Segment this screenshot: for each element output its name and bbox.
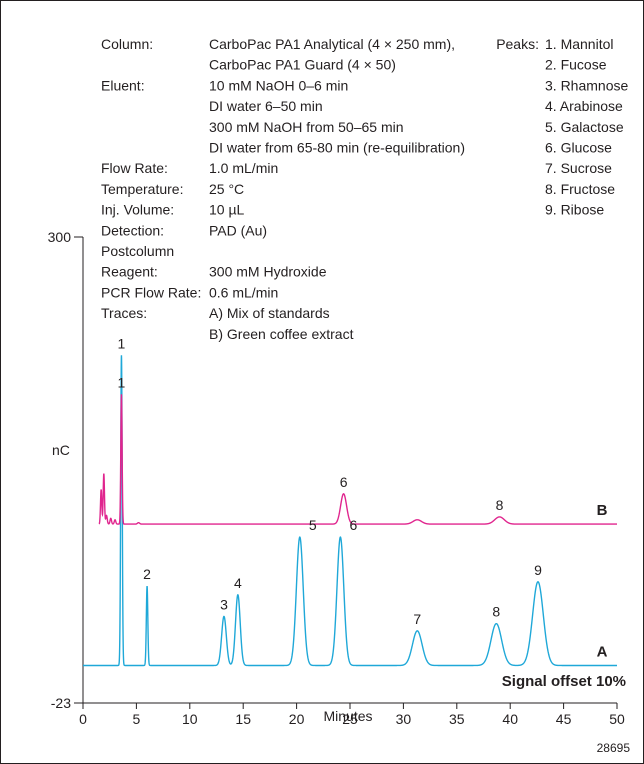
signal-offset-annotation: Signal offset 10%: [502, 673, 626, 690]
peak-label-5: 5: [309, 517, 317, 533]
x-tick-label: 0: [79, 711, 87, 727]
peak-entry: 2. Fucose: [545, 57, 607, 73]
trace-b-label: B: [597, 502, 608, 519]
condition-key: Temperature:: [101, 181, 183, 197]
condition-key: Traces:: [101, 305, 147, 321]
x-tick-label: 30: [396, 711, 412, 727]
peak-label-2: 2: [143, 566, 151, 582]
peak-entry: 3. Rhamnose: [545, 77, 628, 93]
figure-id: 28695: [597, 741, 631, 755]
x-tick-label: 40: [502, 711, 518, 727]
y-tick-label: -23: [51, 695, 71, 711]
trace-a-line: [83, 355, 617, 667]
y-tick-label: 300: [48, 229, 72, 245]
condition-value: 10 µL: [209, 202, 245, 218]
axes: 300-230 5 10 15 20 25 30 35 40 45 50: [48, 229, 625, 727]
peak-label-1: 1: [118, 374, 126, 390]
peaks-legend: Peaks: 1. Mannitol 2. Fucose 3. Rhamnose 4. …: [496, 36, 628, 218]
peak-label-8: 8: [496, 497, 504, 513]
peak-label-8: 8: [492, 604, 500, 620]
peak-entry: 6. Glucose: [545, 140, 612, 156]
peak-label-6: 6: [349, 517, 357, 533]
x-tick-label: 35: [449, 711, 465, 727]
condition-value: PAD (Au): [209, 222, 267, 238]
condition-key: Postcolumn: [101, 243, 174, 259]
trace-a-label: A: [597, 643, 608, 660]
peak-entry: 8. Fructose: [545, 181, 615, 197]
condition-value: CarboPac PA1 Analytical (4 × 250 mm),: [209, 36, 455, 52]
condition-value: 300 mM Hydroxide: [209, 264, 327, 280]
peak-entry: 1. Mannitol: [545, 36, 613, 52]
peak-entry: 7. Sucrose: [545, 160, 612, 176]
condition-key: Reagent:: [101, 264, 158, 280]
x-tick-label: 5: [133, 711, 141, 727]
condition-value: 25 °C: [209, 181, 244, 197]
condition-value: 1.0 mL/min: [209, 160, 278, 176]
peak-labels: A 1 2 34 5 6 7 8 9 B 1 6 8: [118, 335, 608, 660]
peak-label-9: 9: [534, 562, 542, 578]
peak-label-4: 4: [234, 575, 242, 591]
x-axis-label: Minutes: [323, 708, 372, 724]
condition-key: PCR Flow Rate:: [101, 284, 201, 300]
x-tick-label: 10: [182, 711, 198, 727]
condition-value: DI water 6–50 min: [209, 98, 323, 114]
traces: [83, 355, 617, 667]
peak-label-6: 6: [340, 474, 348, 490]
condition-value: 300 mM NaOH from 50–65 min: [209, 119, 404, 135]
conditions-table: Column: CarboPac PA1 Analytical (4 × 250 …: [101, 36, 465, 342]
condition-key: Detection:: [101, 222, 164, 238]
peak-label-3: 3: [220, 596, 228, 612]
condition-key: Eluent:: [101, 77, 145, 93]
x-tick-label: 25: [342, 711, 358, 727]
condition-key: Column:: [101, 36, 153, 52]
y-axis-label: nC: [52, 442, 70, 458]
condition-key: Flow Rate:: [101, 160, 168, 176]
condition-value: 10 mM NaOH 0–6 min: [209, 77, 348, 93]
condition-value: A) Mix of standards: [209, 305, 330, 321]
peak-entry: 4. Arabinose: [545, 98, 623, 114]
condition-value: 0.6 mL/min: [209, 284, 278, 300]
peak-entry: 9. Ribose: [545, 202, 604, 218]
x-tick-label: 50: [609, 711, 625, 727]
peaks-title: Peaks:: [496, 36, 539, 52]
x-tick-label: 15: [235, 711, 251, 727]
trace-b-line: [98, 394, 617, 525]
condition-value: CarboPac PA1 Guard (4 × 50): [209, 57, 396, 73]
condition-key: Inj. Volume:: [101, 202, 174, 218]
peak-entry: 5. Galactose: [545, 119, 624, 135]
condition-value: B) Green coffee extract: [209, 326, 354, 342]
peak-label-7: 7: [413, 611, 421, 627]
condition-value: DI water from 65-80 min (re-equilibratio…: [209, 140, 465, 156]
x-tick-label: 45: [556, 711, 572, 727]
x-tick-label: 20: [289, 711, 305, 727]
peak-label-1: 1: [118, 335, 126, 351]
